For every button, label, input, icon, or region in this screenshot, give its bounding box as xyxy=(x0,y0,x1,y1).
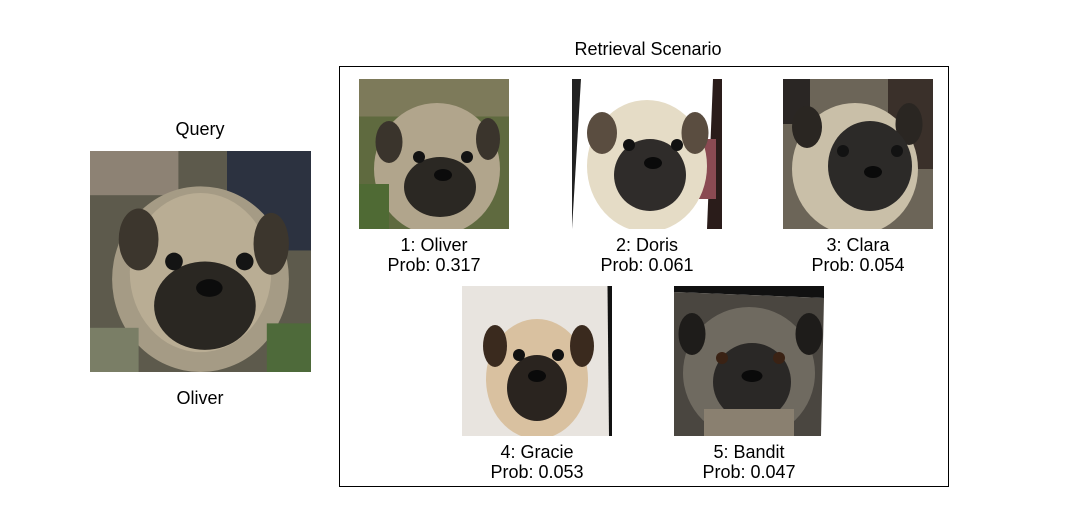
scenario-title: Retrieval Scenario xyxy=(574,39,722,59)
result-4-caption: 4: Gracie Prob: 0.053 xyxy=(437,442,637,482)
result-1-prob-label: Prob: 0.317 xyxy=(387,255,481,275)
result-3-prob-label: Prob: 0.054 xyxy=(811,255,905,275)
result-4-rank-label: 4: Gracie xyxy=(500,442,574,462)
result-5-rank-label: 5: Bandit xyxy=(713,442,785,462)
result-1-rank-label: 1: Oliver xyxy=(400,235,468,255)
result-5-prob-label: Prob: 0.047 xyxy=(702,462,796,482)
result-5-pug-photo xyxy=(674,286,824,436)
result-2-rank-label: 2: Doris xyxy=(615,235,678,255)
query-name: Oliver xyxy=(176,388,224,408)
result-4-pug-photo xyxy=(462,286,612,436)
result-4-prob-label: Prob: 0.053 xyxy=(490,462,584,482)
result-2-pug-photo xyxy=(572,79,722,229)
result-2-caption: 2: Doris Prob: 0.061 xyxy=(547,235,747,275)
result-1-caption: 1: Oliver Prob: 0.317 xyxy=(334,235,534,275)
query-title: Query xyxy=(175,119,225,139)
result-3-caption: 3: Clara Prob: 0.054 xyxy=(758,235,958,275)
result-3-pug-photo xyxy=(783,79,933,229)
result-5-caption: 5: Bandit Prob: 0.047 xyxy=(649,442,849,482)
query-pug-photo xyxy=(90,151,311,372)
result-3-rank-label: 3: Clara xyxy=(826,235,890,255)
result-2-prob-label: Prob: 0.061 xyxy=(600,255,694,275)
result-1-pug-photo xyxy=(359,79,509,229)
scenario-frame xyxy=(339,66,949,487)
